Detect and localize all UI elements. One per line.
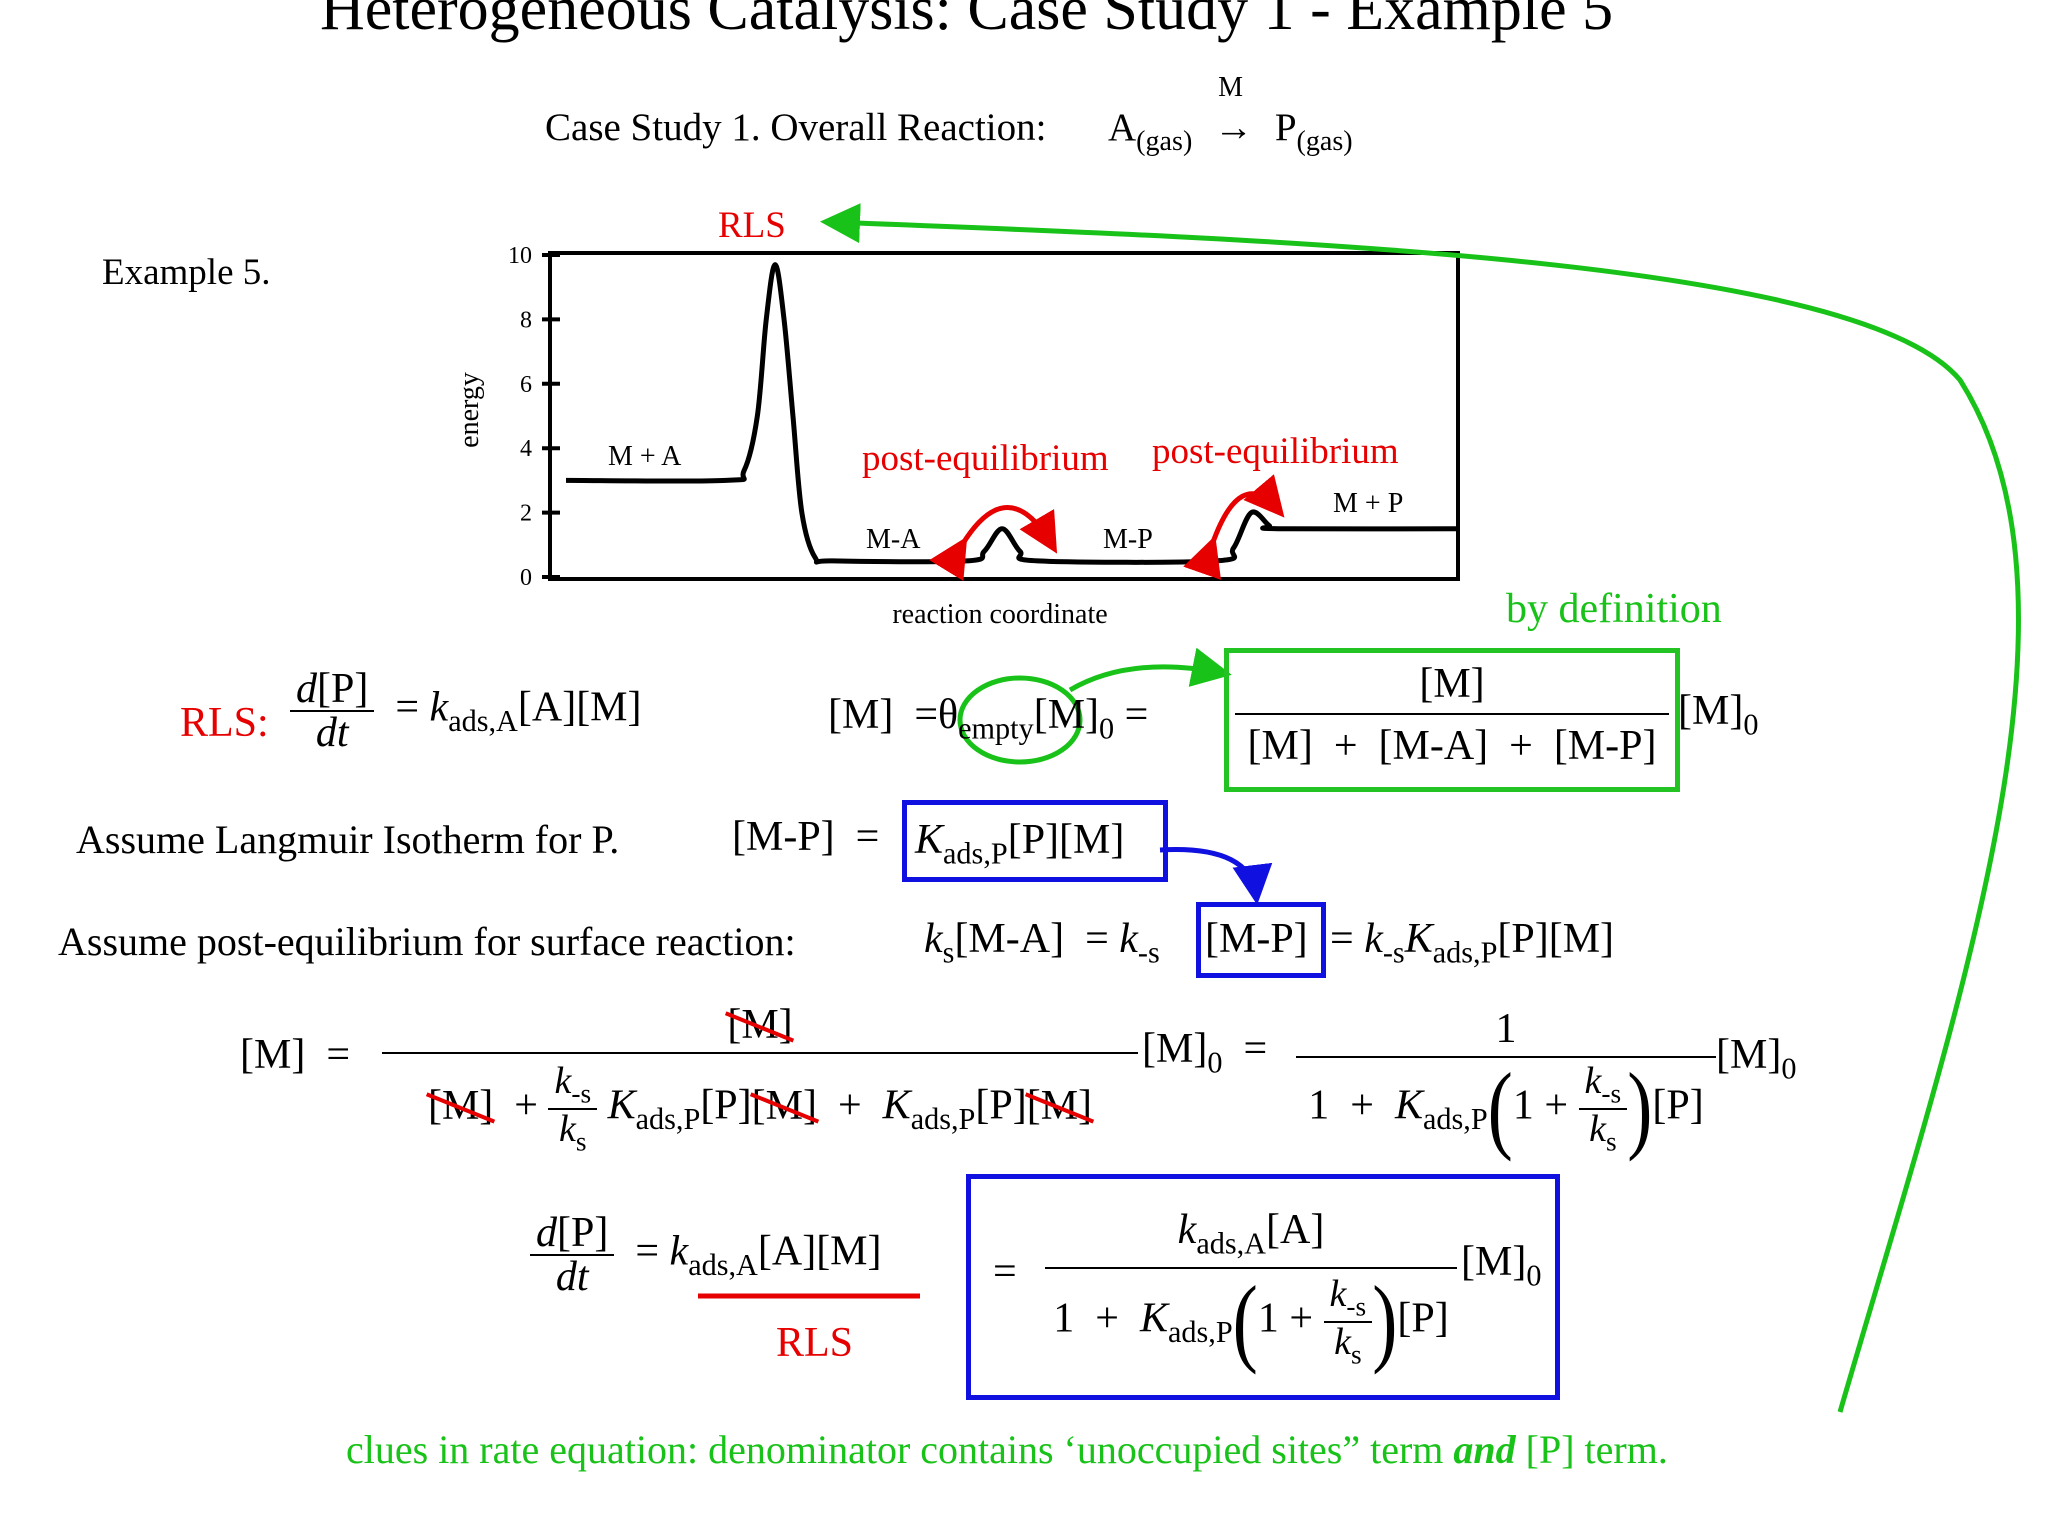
final-rate-box: = kads,A[A] 1 + Kads,P(1 + k-s ks)[P] [M]… [966,1174,1560,1400]
rls-equation-label: RLS: [180,700,269,746]
y-tick-label-8: 8 [520,307,532,333]
m-simplified-fraction: 1 1 + Kads,P(1 + k-s ks)[P] [1296,1008,1716,1157]
post-equilibrium-1: post-equilibrium [862,438,1109,479]
m-expression-m0: [M]0 = [1142,1026,1268,1080]
overall-reaction: A(gas) M → P(gas) [1108,74,1353,157]
site-balance-equation: [M] =θempty[M]0 = [828,692,1149,746]
clue-part1: clues in rate equation: denominator cont… [346,1427,1454,1472]
product-p-phase: (gas) [1296,125,1353,157]
post-eq-arrow-2 [1183,474,1285,580]
y-tick-label-6: 6 [520,372,532,398]
state-m-p: M-P [1103,524,1153,555]
langmuir-to-mp-arrow [1159,847,1273,905]
reactant-a: A [1108,106,1137,149]
product-p: P [1274,106,1297,149]
case-study-label: Case Study 1. Overall Reaction: [545,106,1047,149]
energy-curve [565,262,1457,565]
post-equilibrium-2: post-equilibrium [1152,431,1399,472]
site-total: [M]0 [1678,688,1759,742]
clue-text: clues in rate equation: denominator cont… [346,1430,1668,1470]
rls-label: RLS [718,205,786,246]
page-title: Heterogeneous Catalysis: Case Study 1 - … [320,0,1614,43]
state-m-plus-p: M + P [1333,488,1403,519]
x-axis-label: reaction coordinate [892,599,1107,630]
rls-under-label: RLS [776,1320,854,1366]
post-eq-text: Assume post-equilibrium for surface reac… [58,919,796,964]
rls-rate-equation: d[P] dt = kads,A[A][M] [290,668,642,754]
plot-frame [548,251,1460,581]
y-axis-ticks: 0 2 4 6 8 10 [508,243,560,591]
example-label: Example 5. [102,252,271,293]
reactant-a-phase: (gas) [1136,125,1193,157]
m-expression-left: [M] = [240,1032,351,1078]
post-eq-arrow-1 [929,505,1058,582]
mp-box: [M-P] [1196,902,1326,978]
m-simplified-m0: [M]0 [1716,1032,1797,1086]
clue-part2: [P] term. [1515,1427,1668,1472]
langmuir-text: Assume Langmuir Isotherm for P. [76,817,620,862]
state-m-a: M-A [866,524,921,555]
post-eq-equation-right: = k-sKads,P[P][M] [1330,916,1615,970]
state-m-plus-a: M + A [608,441,682,472]
site-fraction-box: [M] [M] + [M-A] + [M-P] [1224,648,1680,792]
catalyst-m: M [1218,72,1243,103]
y-tick-label-10: 10 [508,243,532,269]
m-expression-fraction: [M] [M] + k-s ks Kads,P[P][M] + Kads,P[P]… [382,1004,1138,1156]
y-axis-label: energy [454,372,485,448]
final-rate-left: d[P] dt = kads,A[A][M] [530,1212,882,1298]
langmuir-box: Kads,P[P][M] [902,800,1168,882]
y-tick-label-4: 4 [520,436,532,462]
case-study-line: Case Study 1. Overall Reaction: [545,108,1046,147]
y-tick-label-0: 0 [520,565,532,591]
post-eq-equation-left: ks[M-A] = k-s [924,916,1160,970]
theta-to-box-arrow [1068,647,1232,693]
y-tick-label-2: 2 [520,501,532,527]
by-definition-label: by definition [1506,586,1722,632]
clue-and: and [1453,1427,1516,1472]
reaction-arrow: → [1214,106,1254,149]
langmuir-equation: [M-P] = [732,814,880,860]
